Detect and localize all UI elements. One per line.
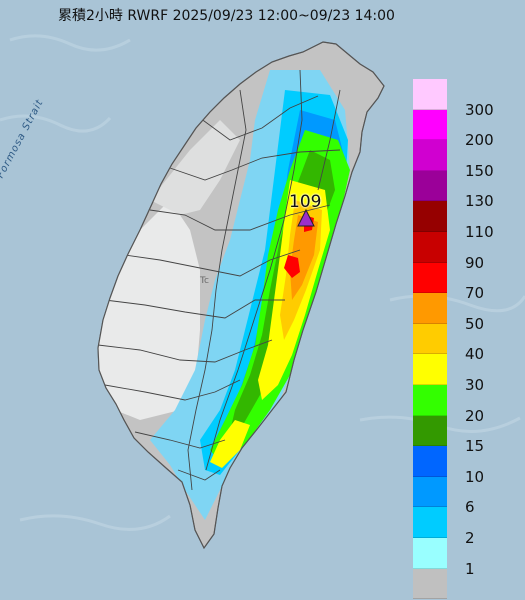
legend-label: 70 [465,284,485,303]
legend-swatch [413,354,447,385]
legend-label: 30 [465,376,485,394]
legend-swatch [413,384,447,416]
legend-swatch [413,79,447,110]
map-title: 累積2小時 RWRF 2025/09/23 12:00~09/23 14:00 [58,8,395,24]
legend-label: 300 [465,100,494,119]
legend-label: 50 [465,314,485,333]
legend-label: 20 [465,406,485,425]
legend-label: 130 [465,192,494,211]
legend-label: 90 [465,253,485,272]
legend-label: 110 [465,223,494,241]
rainfall-field [98,70,350,520]
legend-swatch [413,109,447,141]
legend-swatch [413,323,447,355]
legend-swatch [413,231,447,263]
legend-swatch [413,446,447,477]
west-plain [98,200,200,420]
yellow-south [210,420,250,468]
legend-label: 6 [465,498,475,517]
max-value-label: 109 [289,192,322,212]
legend-swatch [413,293,447,324]
color-legend [413,79,447,600]
legend-label: 40 [465,345,485,364]
legend-swatch [413,476,447,508]
legend-swatch [413,537,447,569]
northwest-plain [150,120,240,215]
legend-swatch [413,568,447,600]
max-rain-marker-icon [297,208,315,227]
orange-deeper [290,215,318,300]
city-label-tc: Tc [200,276,209,286]
boundaries [98,69,341,491]
legend-label: 2 [465,529,475,547]
legend-swatch [413,140,447,171]
legend-label: 200 [465,131,494,150]
legend-swatch [413,170,447,202]
legend-swatch [413,201,447,232]
legend-swatch [413,262,447,294]
legend-swatch [413,507,447,538]
legend-label: 10 [465,467,485,486]
legend-label: 150 [465,161,494,180]
legend-swatch [413,415,447,447]
legend-label: 1 [465,559,475,578]
red-spot [284,255,300,278]
legend-label: 15 [465,437,485,456]
